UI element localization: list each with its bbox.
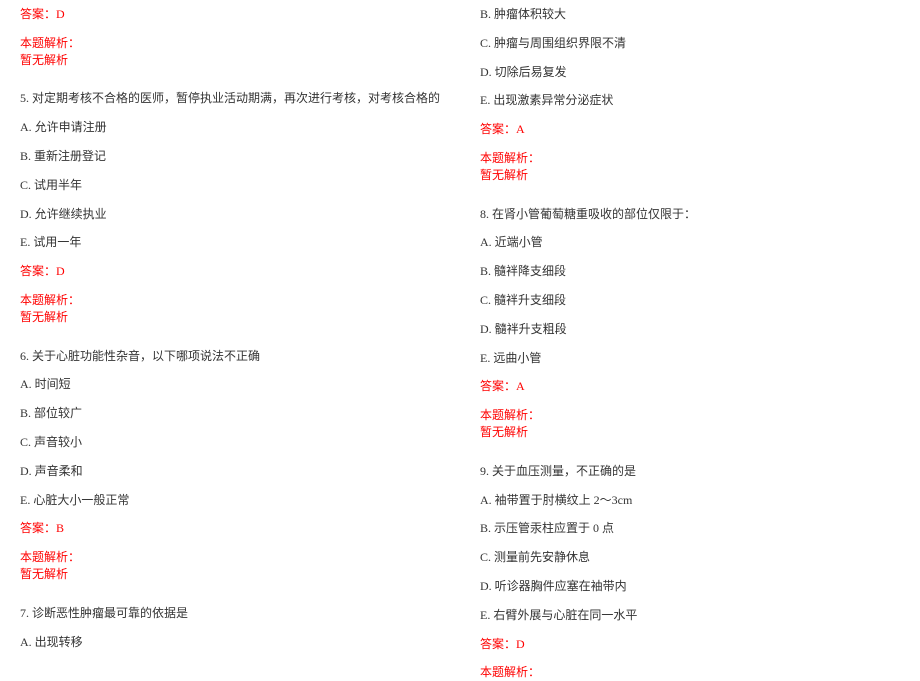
option: B. 肿瘤体积较大 [480, 6, 900, 23]
right-column: B. 肿瘤体积较大 C. 肿瘤与周围组织界限不清 D. 切除后易复发 E. 出现… [480, 6, 900, 645]
option: D. 髓袢升支粗段 [480, 321, 900, 338]
analysis-header: 本题解析： [480, 407, 900, 424]
option: B. 部位较广 [20, 405, 440, 422]
option: C. 髓袢升支细段 [480, 292, 900, 309]
option: E. 右臂外展与心脏在同一水平 [480, 607, 900, 624]
answer-text: 答案：D [480, 636, 900, 653]
option: C. 声音较小 [20, 434, 440, 451]
analysis-header: 本题解析： [480, 664, 900, 681]
answer-text: 答案：A [480, 121, 900, 138]
option: D. 切除后易复发 [480, 64, 900, 81]
option: C. 试用半年 [20, 177, 440, 194]
option: A. 出现转移 [20, 634, 440, 651]
question-stem: 5. 对定期考核不合格的医师，暂停执业活动期满，再次进行考核，对考核合格的 [20, 90, 440, 107]
answer-text: 答案：D [20, 6, 440, 23]
analysis-body: 暂无解析 [20, 52, 440, 69]
option: E. 出现激素异常分泌症状 [480, 92, 900, 109]
option: E. 心脏大小一般正常 [20, 492, 440, 509]
option: D. 声音柔和 [20, 463, 440, 480]
option: D. 允许继续执业 [20, 206, 440, 223]
question-stem: 7. 诊断恶性肿瘤最可靠的依据是 [20, 605, 440, 622]
left-column: 答案：D 本题解析： 暂无解析 5. 对定期考核不合格的医师，暂停执业活动期满，… [20, 6, 440, 645]
analysis-header: 本题解析： [480, 150, 900, 167]
analysis-body: 暂无解析 [480, 424, 900, 441]
option: B. 示压管汞柱应置于 0 点 [480, 520, 900, 537]
analysis-body: 暂无解析 [480, 167, 900, 184]
question-stem: 6. 关于心脏功能性杂音，以下哪项说法不正确 [20, 348, 440, 365]
analysis-header: 本题解析： [20, 292, 440, 309]
option: A. 允许申请注册 [20, 119, 440, 136]
answer-text: 答案：D [20, 263, 440, 280]
option: C. 肿瘤与周围组织界限不清 [480, 35, 900, 52]
option: D. 听诊器胸件应塞在袖带内 [480, 578, 900, 595]
option: A. 近端小管 [480, 234, 900, 251]
analysis-body: 暂无解析 [20, 309, 440, 326]
option: B. 髓袢降支细段 [480, 263, 900, 280]
question-stem: 9. 关于血压测量，不正确的是 [480, 463, 900, 480]
option: E. 试用一年 [20, 234, 440, 251]
option: A. 时间短 [20, 376, 440, 393]
option: C. 测量前先安静休息 [480, 549, 900, 566]
option: E. 远曲小管 [480, 350, 900, 367]
analysis-header: 本题解析： [20, 35, 440, 52]
answer-text: 答案：A [480, 378, 900, 395]
analysis-header: 本题解析： [20, 549, 440, 566]
question-stem: 8. 在肾小管葡萄糖重吸收的部位仅限于： [480, 206, 900, 223]
analysis-body: 暂无解析 [20, 566, 440, 583]
answer-text: 答案：B [20, 520, 440, 537]
option: B. 重新注册登记 [20, 148, 440, 165]
option: A. 袖带置于肘横纹上 2～3cm [480, 492, 900, 509]
